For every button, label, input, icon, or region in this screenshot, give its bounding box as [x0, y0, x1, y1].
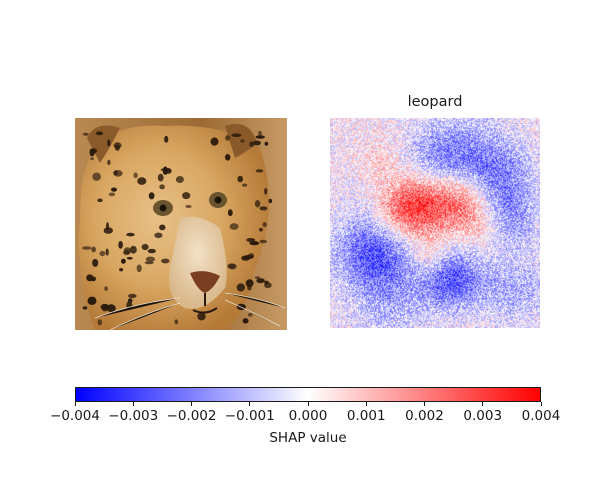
- whiskers: [94, 292, 286, 330]
- heatmap-title: leopard: [407, 94, 463, 110]
- colorbar-tick-label: −0.001: [224, 408, 275, 424]
- input-image-panel: [75, 118, 287, 330]
- left-ear: [87, 125, 120, 163]
- colorbar-tick-label: −0.003: [108, 408, 159, 424]
- fur-spots: [82, 130, 273, 326]
- colorbar-tick: [249, 402, 251, 406]
- colorbar-tick-label: −0.004: [50, 408, 100, 424]
- muzzle: [169, 216, 227, 309]
- colorbar-ticks: −0.004 −0.003 −0.002 −0.001 0.000 0.001 0.002 0…: [50, 402, 560, 432]
- colorbar-tick-label: 0.000: [288, 408, 328, 424]
- shap-heatmap-panel: [330, 118, 540, 328]
- colorbar: [75, 387, 541, 402]
- shap-heatmap: [330, 118, 540, 328]
- colorbar-tick: [132, 402, 134, 406]
- colorbar-tick: [540, 402, 542, 406]
- jaguar-photo: [75, 118, 287, 330]
- colorbar-tick: [482, 402, 484, 406]
- colorbar-tick: [365, 402, 367, 406]
- colorbar-label: SHAP value: [269, 430, 347, 446]
- colorbar-tick-label: −0.002: [166, 408, 217, 424]
- colorbar-tick-label: 0.002: [405, 408, 444, 424]
- colorbar-tick: [191, 402, 192, 406]
- colorbar-tick-label: 0.004: [521, 408, 561, 424]
- colorbar-tick-label: 0.001: [346, 408, 386, 424]
- colorbar-tick: [424, 402, 425, 406]
- colorbar-tick: [74, 402, 76, 406]
- colorbar-tick: [307, 402, 309, 406]
- nose: [190, 271, 220, 293]
- colorbar-tick-label: 0.003: [463, 408, 503, 424]
